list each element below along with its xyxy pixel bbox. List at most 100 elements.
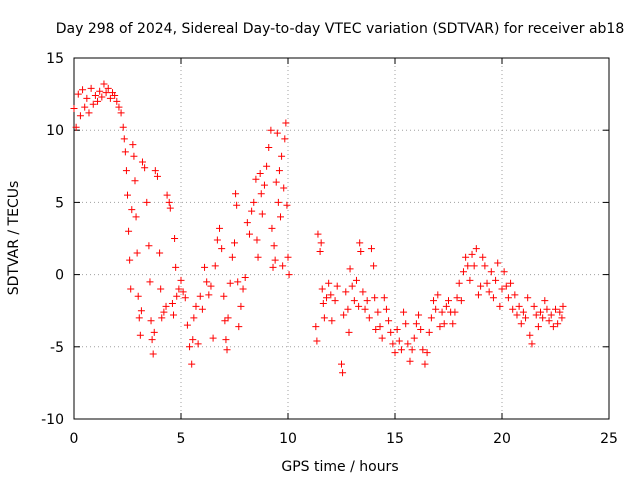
data-point bbox=[85, 109, 93, 117]
data-point bbox=[183, 321, 191, 329]
data-point bbox=[268, 224, 276, 232]
data-point bbox=[492, 276, 500, 284]
y-tick-label: -10 bbox=[41, 412, 64, 428]
data-point bbox=[314, 230, 322, 238]
data-point bbox=[526, 331, 534, 339]
data-point bbox=[376, 323, 384, 331]
data-point bbox=[272, 178, 280, 186]
data-point bbox=[417, 325, 425, 333]
data-point bbox=[345, 328, 353, 336]
data-point bbox=[81, 103, 89, 111]
data-point bbox=[440, 320, 448, 328]
data-point bbox=[556, 308, 564, 316]
data-point bbox=[143, 198, 151, 206]
data-point bbox=[130, 152, 138, 160]
data-point bbox=[245, 230, 253, 238]
data-point bbox=[233, 201, 241, 209]
data-point bbox=[151, 167, 159, 175]
grid bbox=[74, 58, 609, 419]
data-point bbox=[346, 265, 354, 273]
data-point bbox=[522, 314, 530, 322]
data-point bbox=[128, 206, 136, 214]
data-point bbox=[243, 219, 251, 227]
data-point bbox=[549, 323, 557, 331]
data-point bbox=[239, 285, 247, 293]
data-point bbox=[455, 279, 463, 287]
data-point bbox=[120, 135, 128, 143]
data-point bbox=[270, 242, 278, 250]
data-point bbox=[477, 282, 485, 290]
data-point bbox=[515, 302, 523, 310]
data-point bbox=[125, 227, 133, 235]
data-point bbox=[483, 279, 491, 287]
data-point bbox=[436, 323, 444, 331]
y-tick-label: 15 bbox=[46, 51, 64, 67]
data-point bbox=[117, 109, 125, 117]
data-point bbox=[194, 340, 202, 348]
data-point bbox=[391, 349, 399, 357]
data-point bbox=[530, 302, 538, 310]
data-point bbox=[203, 278, 211, 286]
data-point bbox=[404, 340, 412, 348]
data-point bbox=[449, 320, 457, 328]
data-point bbox=[316, 247, 324, 255]
data-point bbox=[171, 235, 179, 242]
data-point bbox=[325, 279, 333, 287]
y-tick-label: 5 bbox=[55, 195, 64, 211]
data-point bbox=[150, 328, 158, 336]
data-point bbox=[221, 317, 229, 325]
data-point bbox=[265, 144, 273, 152]
data-point bbox=[223, 346, 231, 354]
data-point bbox=[395, 337, 403, 345]
data-point bbox=[129, 141, 137, 149]
data-point bbox=[382, 305, 390, 313]
data-point bbox=[331, 297, 339, 305]
data-point bbox=[442, 302, 450, 310]
data-point bbox=[153, 172, 161, 180]
data-point bbox=[434, 291, 442, 299]
data-point bbox=[474, 291, 482, 299]
data-point bbox=[94, 97, 102, 105]
data-point bbox=[179, 288, 187, 296]
data-point bbox=[319, 299, 327, 307]
data-point bbox=[511, 291, 519, 299]
data-point bbox=[485, 288, 493, 296]
data-point bbox=[231, 239, 238, 247]
data-point bbox=[226, 279, 234, 287]
data-point bbox=[213, 236, 221, 244]
data-point bbox=[133, 249, 141, 257]
data-point bbox=[348, 282, 356, 290]
data-point bbox=[408, 346, 416, 354]
data-point bbox=[248, 207, 256, 215]
data-point bbox=[100, 80, 108, 88]
data-point bbox=[76, 112, 84, 120]
data-point bbox=[271, 256, 279, 264]
data-point bbox=[252, 175, 260, 183]
data-point bbox=[141, 164, 149, 172]
data-point bbox=[427, 314, 435, 322]
data-point bbox=[494, 259, 502, 267]
data-point bbox=[317, 239, 325, 247]
data-point bbox=[207, 282, 215, 290]
data-point bbox=[147, 317, 155, 325]
data-point bbox=[132, 213, 140, 221]
data-point bbox=[113, 97, 121, 105]
data-point bbox=[175, 285, 183, 293]
data-point bbox=[220, 292, 228, 300]
data-point bbox=[177, 276, 185, 284]
data-point bbox=[365, 314, 373, 322]
data-point bbox=[356, 239, 364, 247]
data-point bbox=[380, 294, 388, 302]
data-point bbox=[323, 294, 331, 302]
data-point bbox=[136, 331, 144, 339]
data-point bbox=[445, 297, 452, 305]
data-point bbox=[342, 288, 350, 296]
data-point bbox=[423, 349, 431, 357]
data-point bbox=[496, 302, 504, 310]
data-point bbox=[156, 249, 164, 257]
x-axis-label: GPS time / hours bbox=[281, 459, 398, 475]
data-point bbox=[558, 314, 566, 322]
data-point bbox=[115, 103, 123, 111]
data-point bbox=[328, 317, 336, 325]
data-point bbox=[263, 162, 271, 170]
